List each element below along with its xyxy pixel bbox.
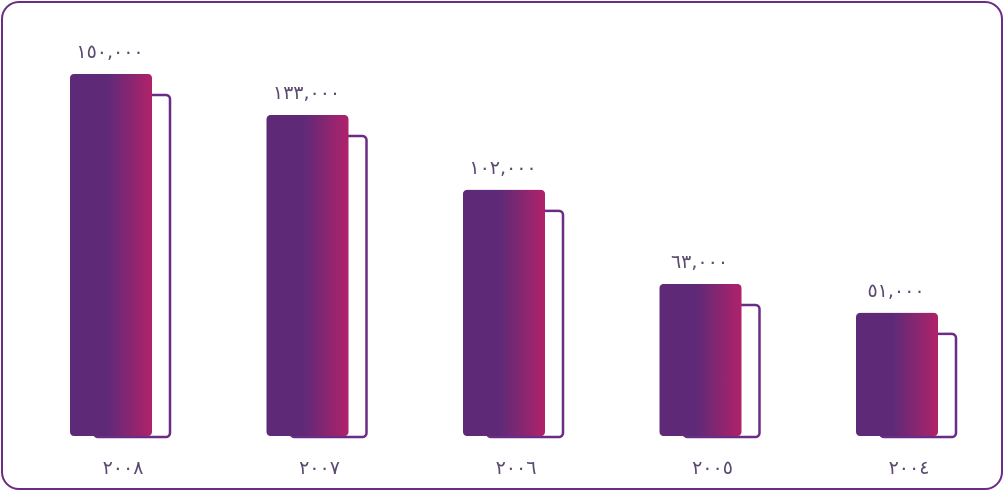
bar-4: [856, 312, 938, 436]
value-label-3: ٦٣,٠٠٠: [671, 251, 728, 273]
value-label-1: ١٣٣,٠٠٠: [273, 82, 340, 104]
value-label-0: ١٥٠,٠٠٠: [76, 41, 143, 63]
bar-0: [70, 74, 152, 436]
bar-3: [659, 283, 742, 436]
category-label-2: ٢٠٠٦: [496, 457, 537, 479]
bar-1: [266, 115, 349, 436]
bar-2: [463, 189, 545, 436]
value-label-2: ١٠٢,٠٠٠: [469, 157, 536, 179]
category-label-0: ٢٠٠٨: [103, 457, 144, 479]
category-label-3: ٢٠٠٥: [692, 457, 733, 479]
category-label-1: ٢٠٠٧: [299, 457, 340, 479]
category-label-4: ٢٠٠٤: [889, 457, 930, 479]
value-label-4: ٥١,٠٠٠: [867, 280, 924, 302]
